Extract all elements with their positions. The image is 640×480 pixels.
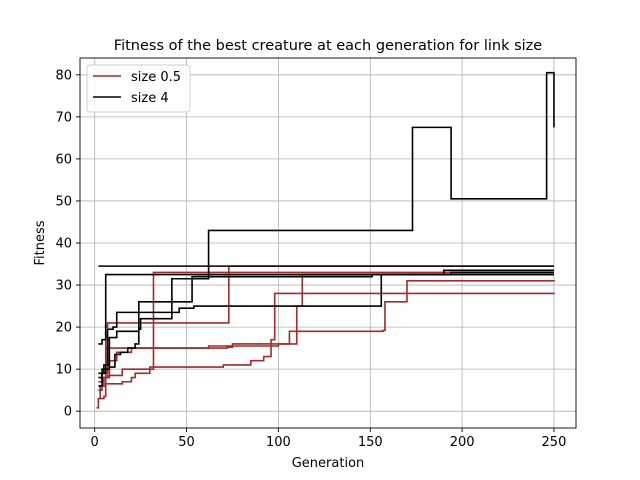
series-line-size-0-5-2 <box>100 265 554 400</box>
y-tick-label: 10 <box>55 363 72 378</box>
series-line-size-0-5-1 <box>98 271 554 391</box>
y-tick-label: 30 <box>55 279 72 294</box>
y-tick-label: 20 <box>55 321 72 336</box>
x-tick-label: 100 <box>266 435 291 450</box>
x-tick-label: 200 <box>450 435 475 450</box>
x-tick-label: 150 <box>358 435 383 450</box>
ticks: 0 50 100 150 200 250 0 10 20 30 40 50 60 70 80 <box>55 68 566 450</box>
legend-label-size-0-5: size 0.5 <box>131 70 181 85</box>
series-line-size-4-6 <box>98 271 554 387</box>
x-axis-label: Generation <box>292 456 365 471</box>
x-tick-label: 50 <box>178 435 195 450</box>
series-line-size-0-5-0 <box>96 292 555 409</box>
series-line-size-4-9 <box>98 269 554 345</box>
legend: size 0.5 size 4 <box>86 64 191 113</box>
y-tick-label: 60 <box>55 152 72 167</box>
y-tick-label: 80 <box>55 68 72 83</box>
grid <box>80 58 576 428</box>
series-line-size-0-5-4 <box>98 273 554 383</box>
y-tick-label: 50 <box>55 194 72 209</box>
chart-title: Fitness of the best creature at each gen… <box>114 38 542 54</box>
y-tick-label: 70 <box>55 110 72 125</box>
y-tick-label: 0 <box>64 405 72 420</box>
x-tick-label: 250 <box>542 435 567 450</box>
legend-label-size-4: size 4 <box>131 91 169 106</box>
y-axis-label: Fitness <box>33 220 48 265</box>
x-tick-label: 0 <box>91 435 99 450</box>
series-group <box>96 71 555 409</box>
series-line-size-4-7 <box>98 273 554 375</box>
y-tick-label: 40 <box>55 237 72 252</box>
series-line-size-4-8 <box>98 71 555 379</box>
